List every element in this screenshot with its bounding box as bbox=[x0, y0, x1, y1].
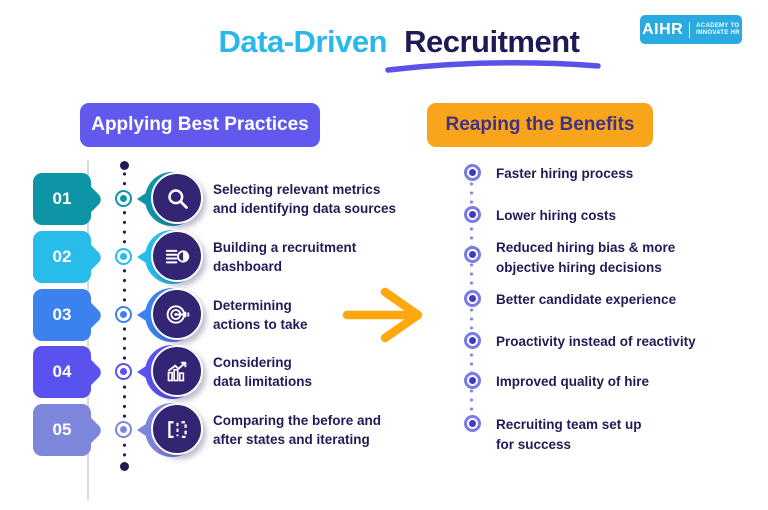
step-icon-bubble-5 bbox=[137, 403, 204, 457]
bullet-dot bbox=[469, 337, 476, 344]
step-label-3: Determining actions to take bbox=[213, 296, 463, 334]
aihr-logo: AIHR ACADEMY TO INNOVATE HR bbox=[640, 15, 742, 44]
step-label-2: Building a recruitment dashboard bbox=[213, 238, 463, 276]
bullet-dot bbox=[469, 169, 476, 176]
benefit-item-7: Recruiting team set up for success bbox=[496, 415, 746, 454]
logo-divider bbox=[689, 21, 691, 38]
step-number: 03 bbox=[52, 305, 72, 324]
timeline-ring-dot bbox=[120, 195, 127, 202]
step-badge-05: 05 bbox=[33, 403, 104, 457]
timeline-ring-dot bbox=[120, 311, 127, 318]
timeline-ring-5 bbox=[115, 421, 132, 438]
benefit-bullet-4 bbox=[464, 290, 481, 307]
step-badge-04: 04 bbox=[33, 345, 104, 399]
step-number: 02 bbox=[52, 247, 72, 266]
benefit-item-1: Faster hiring process bbox=[496, 164, 746, 184]
bullet-dot bbox=[469, 211, 476, 218]
step-label-line: Considering bbox=[213, 355, 292, 370]
step-badge-03: 03 bbox=[33, 288, 104, 342]
title-part-2: Recruitment bbox=[404, 24, 580, 59]
right-arrow-icon bbox=[342, 287, 423, 343]
logo-tagline: ACADEMY TO INNOVATE HR bbox=[696, 23, 740, 37]
benefit-item-5: Proactivity instead of reactivity bbox=[496, 332, 746, 352]
timeline-ring-4 bbox=[115, 363, 132, 380]
bullet-dot bbox=[469, 420, 476, 427]
step-label-1: Selecting relevant metrics and identifyi… bbox=[213, 180, 463, 218]
step-icon-bubble-4 bbox=[137, 345, 204, 399]
step-label-line: Building a recruitment bbox=[213, 240, 357, 255]
bullet-dot bbox=[469, 377, 476, 384]
benefit-bullet-7 bbox=[464, 415, 481, 432]
bubble-tail bbox=[137, 422, 149, 438]
right-section-header: Reaping the Benefits bbox=[427, 103, 653, 147]
step-badge-01: 01 bbox=[33, 172, 104, 226]
step-label-5: Comparing the before and after states an… bbox=[213, 411, 463, 449]
step-badge-02: 02 bbox=[33, 230, 104, 284]
benefit-bullet-3 bbox=[464, 246, 481, 263]
step-icon-bubble-3 bbox=[137, 288, 204, 342]
benefit-item-4: Better candidate experience bbox=[496, 290, 746, 310]
step-number: 04 bbox=[52, 362, 72, 381]
step-label-line: data limitations bbox=[213, 374, 313, 389]
step-label-line: Determining bbox=[213, 298, 292, 313]
magnifier-icon bbox=[151, 172, 203, 224]
dashboard-icon bbox=[151, 230, 203, 282]
step-label-line: Comparing the before and bbox=[213, 413, 382, 428]
timeline-ring-2 bbox=[115, 248, 132, 265]
timeline-top-dot bbox=[120, 161, 129, 170]
step-label-4: Considering data limitations bbox=[213, 353, 463, 391]
benefit-line: objective hiring decisions bbox=[496, 259, 662, 275]
benefit-line: for success bbox=[496, 436, 572, 452]
timeline-ring-dot bbox=[120, 368, 127, 375]
benefit-item-6: Improved quality of hire bbox=[496, 372, 746, 392]
page-title: Data-Driven Recruitment bbox=[0, 24, 768, 60]
benefit-line: Lower hiring costs bbox=[496, 208, 617, 223]
benefit-line: Proactivity instead of reactivity bbox=[496, 334, 696, 349]
bubble-tail bbox=[137, 307, 149, 323]
step-label-line: and identifying data sources bbox=[213, 201, 397, 216]
timeline-ring-3 bbox=[115, 306, 132, 323]
benefit-line: Better candidate experience bbox=[496, 292, 677, 307]
aihr-logo-text: AIHR bbox=[642, 20, 684, 38]
step-icon-bubble-1 bbox=[137, 172, 204, 226]
bullet-dot bbox=[469, 251, 476, 258]
title-part-1: Data-Driven bbox=[218, 24, 388, 59]
benefit-item-3: Reduced hiring bias & more objective hir… bbox=[496, 238, 746, 277]
timeline-ring-dot bbox=[120, 426, 127, 433]
step-label-line: dashboard bbox=[213, 259, 283, 274]
step-number: 01 bbox=[52, 189, 72, 208]
step-icon-bubble-2 bbox=[137, 230, 204, 284]
step-number: 05 bbox=[52, 420, 72, 439]
bubble-tail bbox=[137, 249, 149, 265]
bubble-tail bbox=[137, 364, 149, 380]
logo-tagline-line1: ACADEMY TO bbox=[696, 22, 740, 29]
step-label-line: Selecting relevant metrics bbox=[213, 182, 381, 197]
timeline-bottom-dot bbox=[120, 462, 129, 471]
bubble-tail bbox=[137, 191, 149, 207]
bar-chart-icon bbox=[151, 345, 203, 397]
timeline-ring-1 bbox=[115, 190, 132, 207]
bullet-dot bbox=[469, 295, 476, 302]
step-label-line: after states and iterating bbox=[213, 432, 370, 447]
left-section-header: Applying Best Practices bbox=[80, 103, 320, 147]
benefit-line: Improved quality of hire bbox=[496, 374, 650, 389]
benefit-item-2: Lower hiring costs bbox=[496, 206, 746, 226]
benefit-bullet-1 bbox=[464, 164, 481, 181]
target-icon bbox=[151, 288, 203, 340]
benefit-bullet-6 bbox=[464, 372, 481, 389]
logo-tagline-line2: INNOVATE HR bbox=[696, 29, 740, 36]
title-underline-swoosh bbox=[385, 60, 601, 73]
brackets-icon bbox=[151, 403, 203, 455]
benefit-line: Reduced hiring bias & more bbox=[496, 240, 676, 255]
benefit-line: Faster hiring process bbox=[496, 166, 634, 181]
benefit-bullet-5 bbox=[464, 332, 481, 349]
benefit-line: Recruiting team set up bbox=[496, 417, 642, 432]
benefit-bullet-2 bbox=[464, 206, 481, 223]
timeline-ring-dot bbox=[120, 253, 127, 260]
step-label-line: actions to take bbox=[213, 317, 308, 332]
